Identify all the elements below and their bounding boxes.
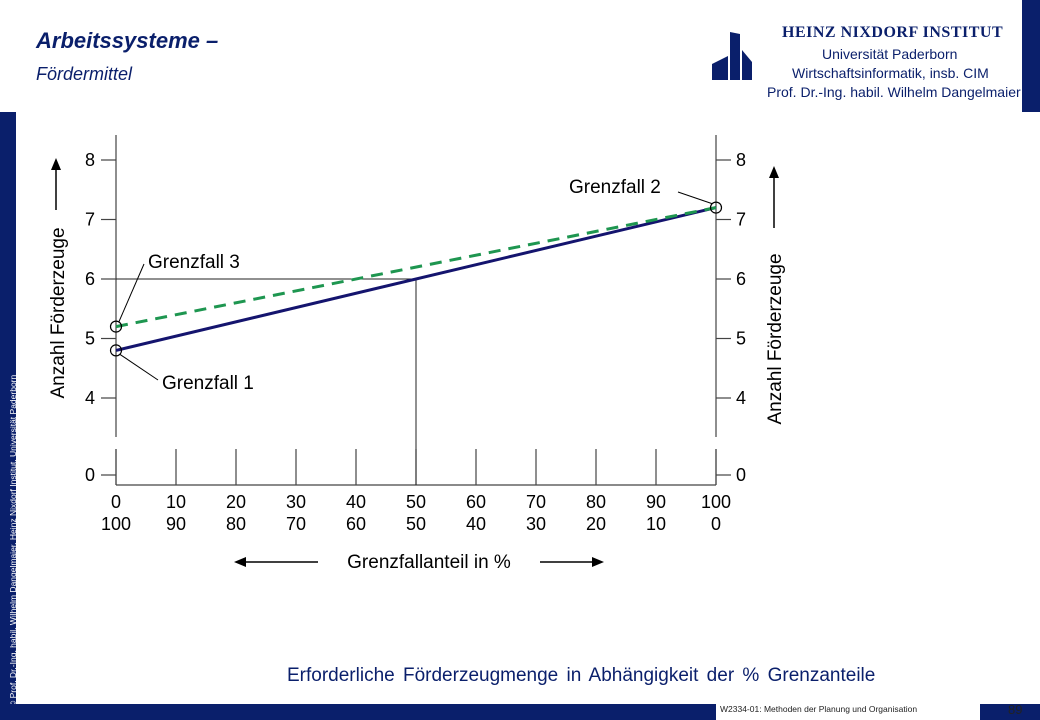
chart-caption: Erforderliche Förderzeugmenge in Abhängi…: [287, 665, 876, 686]
y-tick-label-left: 7: [85, 210, 95, 230]
x-tick-label-top: 30: [286, 492, 306, 512]
institute-logo-icon: [712, 32, 752, 80]
y-tick-label-left: 6: [85, 269, 95, 289]
institute-line-2: Wirtschaftsinformatik, insb. CIM: [792, 65, 989, 81]
x-axis-label: Grenzfallanteil in %: [347, 552, 511, 573]
x-tick-label-top: 70: [526, 492, 546, 512]
x-axis-arrowhead-right: [592, 557, 604, 567]
grenzfall-point-marker: [109, 344, 123, 357]
y-tick-label-left: 5: [85, 329, 95, 349]
x-tick-label-bottom: 50: [406, 514, 426, 534]
x-tick-label-top: 60: [466, 492, 486, 512]
x-tick-label-bottom: 0: [711, 514, 721, 534]
x-tick-label-bottom: 20: [586, 514, 606, 534]
grenzfall-label: Grenzfall 3: [148, 252, 240, 273]
logo-box: [718, 16, 1022, 112]
grenzfall-leader-line: [677, 191, 713, 205]
x-tick-label-bottom: 30: [526, 514, 546, 534]
x-tick-label-top: 20: [226, 492, 246, 512]
grenzfall-point-marker: [709, 201, 723, 214]
x-tick-label-bottom: 10: [646, 514, 666, 534]
x-tick-label-top: 100: [701, 492, 731, 512]
x-tick-label-top: 90: [646, 492, 666, 512]
y-tick-label-right: 5: [736, 329, 746, 349]
top-right-bar: [1022, 0, 1040, 112]
x-tick-label-bottom: 70: [286, 514, 306, 534]
x-tick-label-top: 40: [346, 492, 366, 512]
y-axis-label-right: Anzahl Förderzeuge: [765, 253, 786, 424]
grenzfall-leader-line: [119, 353, 159, 381]
left-side-bar: [0, 112, 16, 720]
footer-box: [716, 700, 980, 720]
institute-line-1: Universität Paderborn: [822, 46, 958, 62]
footer-course: W2334-01: Methoden der Planung und Organ…: [720, 704, 918, 714]
y-zero-label-left: 0: [85, 465, 95, 485]
y-tick-label-left: 8: [85, 150, 95, 170]
x-tick-label-bottom: 90: [166, 514, 186, 534]
y-tick-label-left: 4: [85, 388, 95, 408]
x-tick-label-bottom: 100: [101, 514, 131, 534]
series-line-dashed: [115, 206, 717, 329]
page-number: 89: [1008, 702, 1023, 717]
y-zero-label-right: 0: [736, 465, 746, 485]
grenzfall-leader-line: [118, 263, 145, 322]
grenzfall-point-marker: [109, 320, 123, 333]
y-tick-label-right: 7: [736, 210, 746, 230]
series-line-solid: [115, 206, 717, 352]
page-title: Arbeitssysteme –: [36, 28, 219, 53]
y-tick-label-right: 6: [736, 269, 746, 289]
institute-line-3: Prof. Dr.-Ing. habil. Wilhelm Dangelmaie…: [767, 84, 1021, 100]
institute-name: HEINZ NIXDORF INSTITUT: [782, 24, 1004, 41]
page-subtitle: Fördermittel: [36, 64, 133, 84]
y-axis-label-left: Anzahl Förderzeuge: [48, 227, 69, 398]
y-axis-arrowhead-right: [769, 166, 779, 178]
y-tick-label-right: 8: [736, 150, 746, 170]
x-axis-arrowhead-left: [234, 557, 246, 567]
x-tick-label-top: 0: [111, 492, 121, 512]
x-tick-label-bottom: 60: [346, 514, 366, 534]
y-axis-arrowhead-left: [51, 158, 61, 170]
x-tick-label-top: 10: [166, 492, 186, 512]
x-tick-label-top: 80: [586, 492, 606, 512]
y-tick-label-right: 4: [736, 388, 746, 408]
x-tick-label-bottom: 40: [466, 514, 486, 534]
grenzfall-label: Grenzfall 1: [162, 373, 254, 394]
grenzfall-label: Grenzfall 2: [569, 177, 661, 198]
x-tick-label-top: 50: [406, 492, 426, 512]
x-tick-label-bottom: 80: [226, 514, 246, 534]
